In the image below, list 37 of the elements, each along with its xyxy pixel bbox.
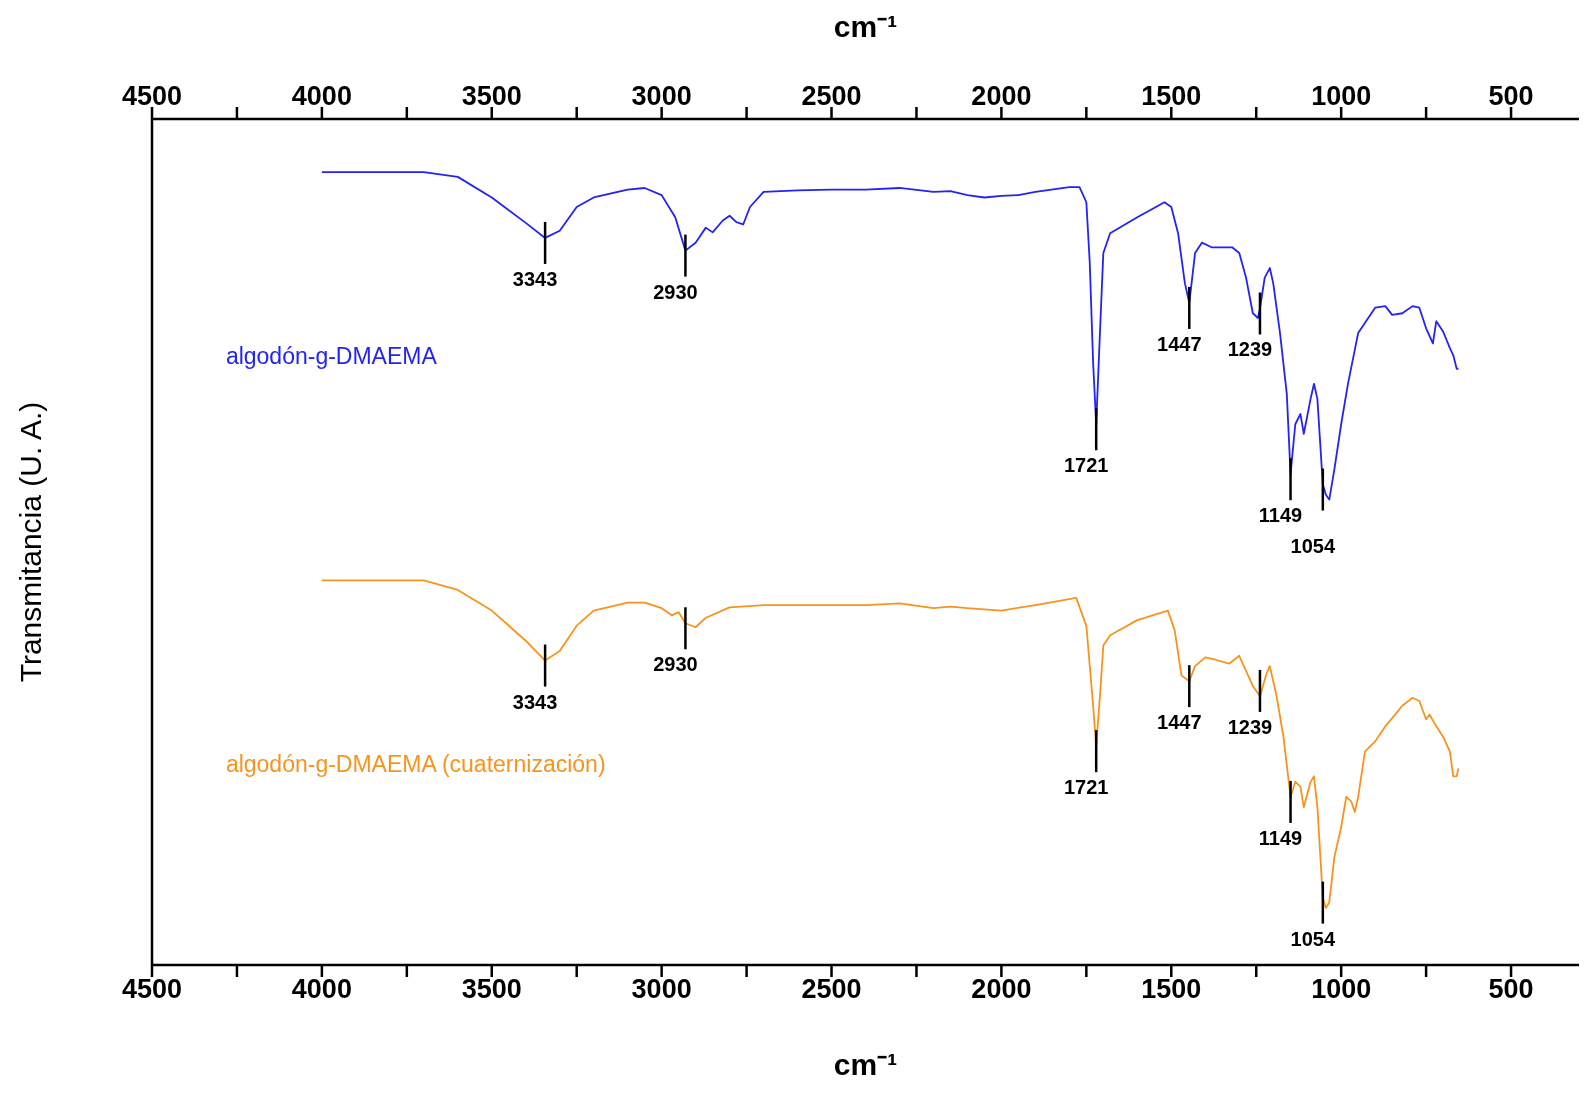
x-tick-label: 500 [1488,974,1534,1005]
x2-tick-label: 3000 [631,81,692,111]
x-axis-title: cm⁻¹ [833,1048,898,1081]
annotation: 1721 [1063,454,1109,477]
x2-tick-label: 4000 [291,81,352,111]
x-tick-label: 4500 [121,974,183,1005]
x2-axis-title: cm⁻¹ [833,10,898,44]
x2-tick-label: 500 [1488,81,1534,111]
x-tick-label: 2500 [801,974,862,1005]
annotation: 2930 [653,653,698,676]
annotation: 3343 [512,267,558,290]
annotation: 1239 [1227,338,1273,361]
annotation: 1721 [1063,776,1109,799]
annotation: 1149 [1258,504,1303,527]
x-tick-label: 1500 [1141,974,1202,1005]
text: algodón-g-DMAEMA [225,343,438,370]
x2-tick-label: 1500 [1141,81,1202,111]
x2-tick-label: 3500 [461,81,522,111]
x-tick-label: 4000 [291,974,352,1005]
text: algodón-g-DMAEMA (cuaternización) [225,751,606,778]
annotation: 3343 [512,690,558,713]
annotation: 1447 [1157,332,1202,355]
x2-tick-label: 2000 [971,81,1032,111]
annotation: 1054 [1290,534,1336,557]
x2-tick-label: 2500 [801,81,862,111]
annotation: 1447 [1157,711,1202,734]
y-axis-title: Transmitancia (U. A.) [13,401,47,683]
x-tick-label: 1000 [1311,974,1372,1005]
annotation: 1239 [1227,715,1273,738]
x-tick-label: 3000 [631,974,692,1005]
x-tick-label: 3500 [461,974,522,1005]
x-tick-label: 2000 [971,974,1032,1005]
x2-tick-label: 1000 [1311,81,1372,111]
x2-tick-label: 4500 [121,81,183,111]
annotation: 1149 [1258,826,1303,849]
annotation: 2930 [653,280,698,303]
annotation: 1054 [1290,927,1336,950]
